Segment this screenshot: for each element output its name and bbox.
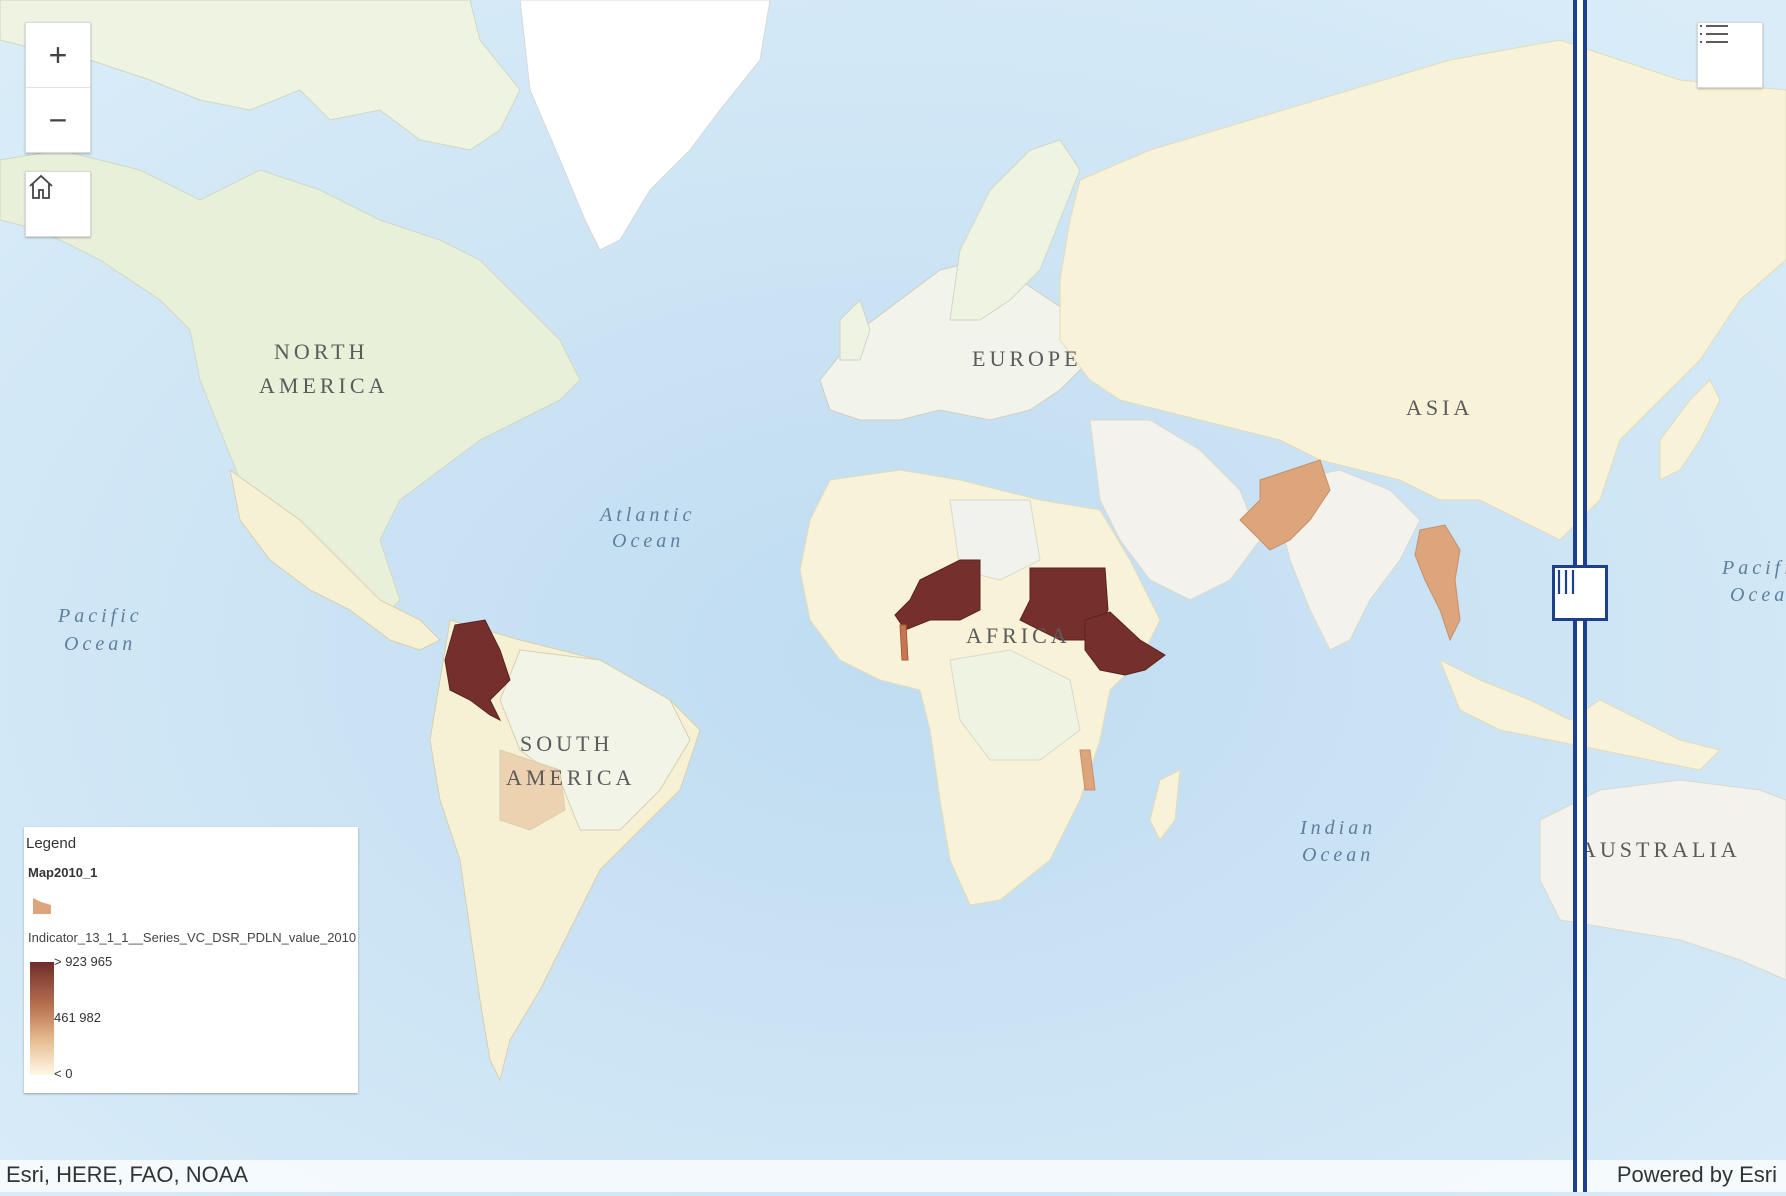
land-middle-east [1089, 419, 1261, 601]
label-australia: AUSTRALIA [1580, 837, 1741, 862]
land-australia [1539, 779, 1786, 981]
drag-handle-icon [1557, 570, 1575, 594]
attribution-bar: Esri, HERE, FAO, NOAA Powered by Esri [0, 1160, 1786, 1192]
land-bolivia [499, 749, 566, 831]
country-niger [894, 559, 981, 631]
land-greenland [519, 0, 771, 251]
label-pacific-west-2: Ocean [64, 633, 136, 655]
legend-field-name: Indicator_13_1_1__Series_VC_DSR_PDLN_val… [28, 930, 357, 945]
country-benin [899, 624, 909, 661]
legend-color-ramp [30, 962, 54, 1075]
legend-max-label: > 923 965 [54, 954, 113, 969]
land-central-africa [949, 649, 1081, 761]
land-madagascar [1149, 769, 1181, 841]
land-japan [1659, 379, 1721, 481]
land-brazil [499, 649, 691, 831]
land-central-america [229, 468, 441, 651]
zoom-in-icon: + [48, 36, 68, 73]
legend-mid-label: 461 982 [54, 1010, 101, 1025]
legend-panel: Legend Map2010_1 Indicator_13_1_1__Serie… [24, 827, 358, 1093]
label-indian-1: Indian [1299, 817, 1376, 839]
home-button[interactable] [26, 172, 90, 236]
zoom-out-icon: − [48, 101, 68, 138]
label-europe: EUROPE [972, 346, 1082, 371]
label-asia: ASIA [1406, 395, 1473, 420]
legend-min-label: < 0 [54, 1066, 73, 1081]
label-africa: AFRICA [966, 623, 1071, 648]
land-uk [839, 299, 871, 361]
label-indian-2: Ocean [1302, 844, 1374, 866]
layer-list-button[interactable] [1697, 22, 1763, 88]
label-pacific-west-1: Pacific [57, 605, 143, 627]
home-control [25, 171, 91, 237]
label-north-america-2: AMERICA [259, 373, 388, 398]
home-icon [29, 174, 53, 199]
legend-title: Legend [26, 835, 77, 852]
land-scandinavia [949, 139, 1081, 321]
legend-layer-name: Map2010_1 [28, 865, 98, 880]
land-asia [1059, 39, 1786, 541]
label-south-america-1: SOUTH [520, 731, 613, 756]
zoom-control: + − [25, 22, 91, 153]
country-malawi [1079, 749, 1096, 791]
label-pacific-east-2: Ocean [1730, 584, 1786, 606]
list-icon [1700, 25, 1728, 43]
powered-by-esri[interactable]: Powered by Esri [1616, 1162, 1777, 1187]
label-north-america-1: NORTH [274, 339, 368, 364]
zoom-out-button[interactable]: − [26, 87, 90, 152]
land-north-america [0, 149, 581, 621]
country-myanmar [1414, 524, 1461, 642]
label-atlantic-2: Ocean [612, 530, 684, 552]
label-pacific-east-1: Pacific [1721, 557, 1786, 579]
label-south-america-2: AMERICA [506, 765, 635, 790]
country-colombia [444, 619, 511, 722]
country-pakistan [1239, 459, 1331, 551]
land-india [1279, 469, 1421, 651]
country-ethiopia [1084, 611, 1166, 676]
label-atlantic-1: Atlantic [598, 504, 695, 526]
legend-swatch [33, 898, 51, 914]
zoom-in-button[interactable]: + [26, 23, 90, 87]
swipe-handle[interactable] [1552, 565, 1608, 621]
attribution-sources: Esri, HERE, FAO, NOAA [6, 1162, 249, 1187]
